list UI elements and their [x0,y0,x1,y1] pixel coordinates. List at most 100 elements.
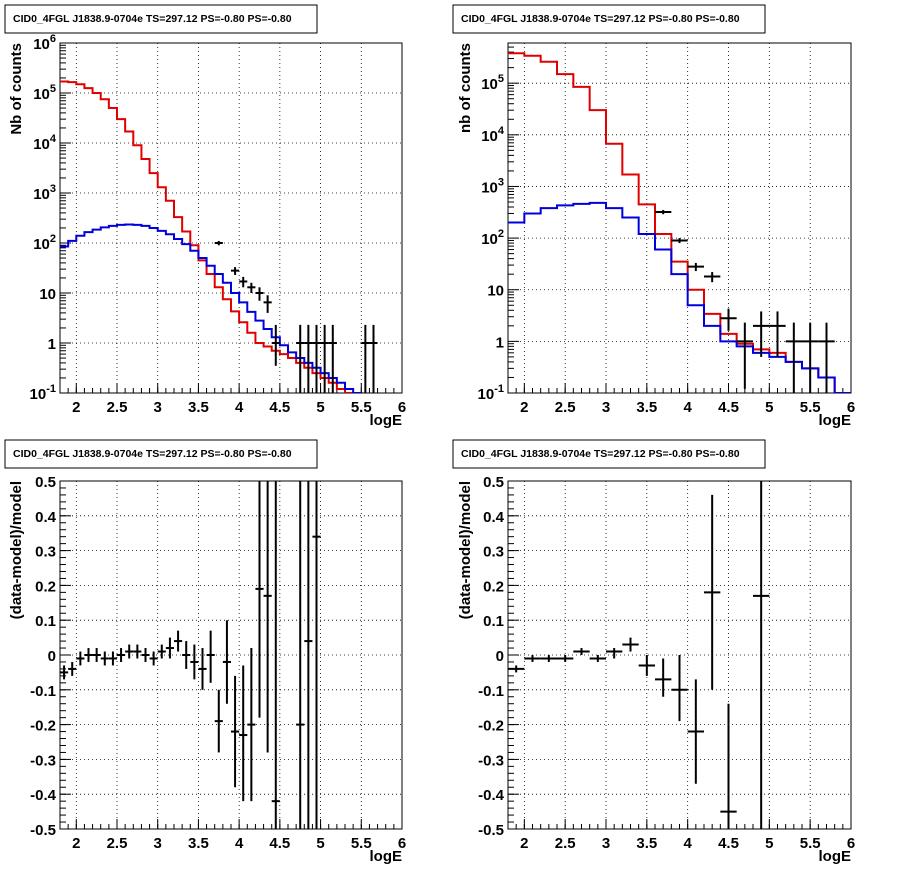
panel-counts-left: CID0_4FGL J1838.9-0704e TS=297.12 PS=-0.… [4,4,406,429]
x-tick-label: 3 [602,835,610,852]
data-point [149,651,158,666]
plot-frame [507,480,852,830]
y-tick-label: 0.1 [35,613,56,630]
y-tick-label: 0.4 [35,509,57,526]
data-point [369,324,378,393]
x-tick-label: 4 [683,399,692,416]
data-point [231,267,240,275]
y-tick-label: 0.2 [483,578,504,595]
chart-title: CID0_4FGL J1838.9-0704e TS=297.12 PS=-0.… [13,13,292,25]
chart-title: CID0_4FGL J1838.9-0704e TS=297.12 PS=-0.… [13,448,292,460]
x-tick-label: 5.5 [800,835,821,852]
y-tick-label: -0.3 [478,752,504,769]
plot-frame [59,42,403,394]
y-tick-label: -0.4 [478,787,505,804]
x-tick-label: 5 [316,835,324,852]
data-point [687,679,704,784]
y-tick-label: -0.3 [30,752,56,769]
data-point [704,272,721,283]
plot-area [60,481,321,829]
data-point [720,308,737,331]
x-tick-label: 5 [765,399,773,416]
data-point [655,658,672,697]
model-series-1 [60,223,363,393]
data-point [60,665,69,680]
data-point [638,655,655,676]
y-tick-label: 0.3 [483,544,504,561]
x-tick-label: 2.5 [555,399,576,416]
data-point [320,324,329,393]
y-tick-label: -0.1 [30,683,56,700]
data-point [198,648,207,690]
chart-title: CID0_4FGL J1838.9-0704e TS=297.12 PS=-0.… [461,13,740,25]
data-point [540,655,557,662]
plot-area [60,80,378,393]
x-tick-label: 4.5 [718,835,739,852]
x-tick-label: 6 [398,835,406,852]
y-tick-label: 10-1 [30,383,56,403]
y-tick-label: 0 [48,648,56,665]
data-point [769,311,786,357]
y-tick-label: -0.2 [478,718,504,735]
x-tick-label: 2.5 [107,399,128,416]
x-tick-label: 6 [847,835,855,852]
x-tick-label: 4 [235,835,244,852]
y-tick-label: 103 [33,183,56,203]
x-tick-label: 5.5 [351,399,372,416]
data-point [573,648,590,655]
data-point [125,644,134,659]
data-point [190,644,199,680]
data-point [100,651,109,666]
data-point [312,481,321,829]
x-tick-label: 5.5 [800,399,821,416]
data-point [206,630,215,683]
y-tick-label: 10 [487,283,504,300]
x-tick-label: 3 [602,399,610,416]
data-point [720,703,737,829]
data-point [508,665,525,673]
y-axis-label: (data-model)/model [8,481,25,619]
y-tick-label: 1 [496,334,504,351]
y-tick-label: 10-1 [478,383,504,403]
x-tick-label: 2 [520,835,528,852]
y-tick-label: 0.4 [483,509,505,526]
panel-residuals-right: CID0_4FGL J1838.9-0704e TS=297.12 PS=-0.… [452,439,855,865]
panel-residuals-left: CID0_4FGL J1838.9-0704e TS=297.12 PS=-0.… [4,439,406,865]
data-point [557,655,574,662]
data-point [304,324,313,393]
x-tick-label: 2 [72,835,80,852]
data-point [92,648,101,662]
data-point [255,481,264,718]
data-point [214,240,223,246]
data-point [271,481,280,829]
data-point [239,276,248,288]
data-point [606,648,623,659]
y-tick-label: 0.5 [483,474,504,491]
data-point [108,651,117,666]
x-tick-label: 4.5 [718,399,739,416]
y-tick-label: 0 [496,648,504,665]
x-tick-label: 5 [765,835,773,852]
data-point [76,651,85,666]
y-axis-label: Nb of counts [8,43,25,135]
data-point [304,481,313,829]
y-tick-label: 105 [481,73,504,93]
model-series-0 [60,80,355,393]
panel-counts-right: CID0_4FGL J1838.9-0704e TS=297.12 PS=-0.… [452,4,855,429]
data-point [655,209,672,215]
title-box [452,439,766,469]
data-point [263,481,272,753]
x-tick-label: 6 [398,399,406,416]
x-axis-label: logE [370,848,403,865]
plot-frame [507,42,852,394]
x-tick-label: 2.5 [107,835,128,852]
data-point [753,481,770,829]
data-point [247,648,256,802]
data-point [589,655,606,662]
data-point [296,481,305,829]
data-point [671,238,688,244]
data-point [247,282,256,293]
x-axis-label: logE [370,412,403,429]
x-tick-label: 4 [235,399,244,416]
